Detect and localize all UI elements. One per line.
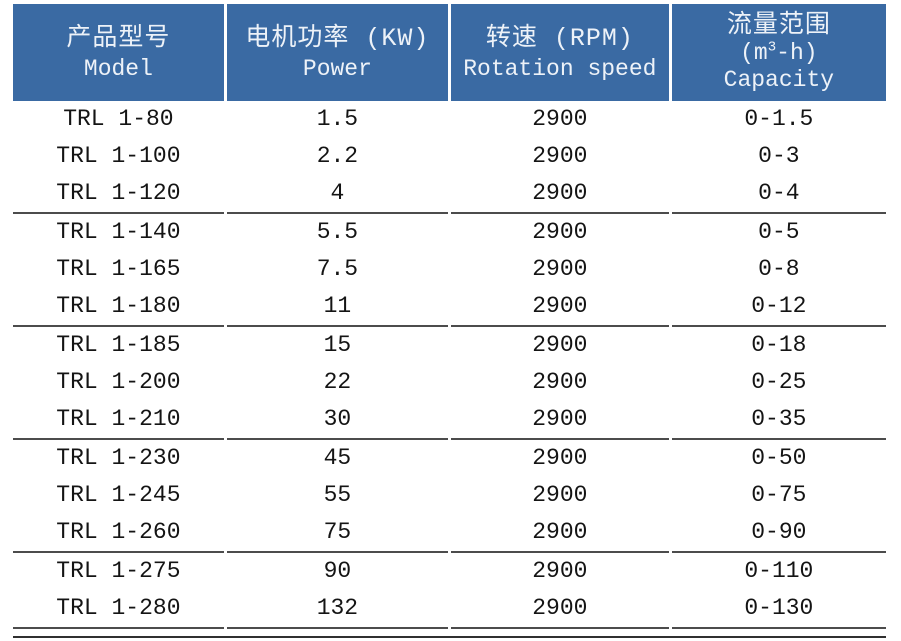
table-row: TRL 1-165 7.5 2900 0-8 [13, 251, 886, 288]
table-cell: 0-90 [671, 514, 886, 553]
table-cell: 2900 [450, 288, 669, 327]
header-rotation-en: Rotation speed [463, 55, 657, 82]
table-row: TRL 1-280 132 2900 0-130 [13, 590, 886, 629]
header-capacity-en: Capacity [723, 66, 835, 93]
table-row: TRL 1-180 11 2900 0-12 [13, 288, 886, 327]
table-row: TRL 1-275 90 2900 0-110 [13, 553, 886, 590]
table-cell: 2900 [532, 369, 588, 395]
table-cell: 2900 [532, 445, 588, 471]
table-cell: 2900 [532, 143, 588, 169]
table-cell: 55 [323, 482, 352, 508]
header-model: 产品型号 Model [13, 4, 224, 101]
table-cell: 2900 [450, 590, 669, 629]
header-power-zh: 电机功率 (KW) [245, 23, 430, 53]
table-row: TRL 1-185 15 2900 0-18 [13, 327, 886, 364]
table-cell: TRL 1-210 [13, 401, 224, 440]
table-cell: 5.5 [316, 219, 359, 245]
header-capacity-zh: 流量范围 [726, 10, 831, 40]
header-model-en: Model [83, 55, 153, 82]
table-cell: 0-130 [671, 590, 886, 629]
table-body: TRL 1-80 1.5 2900 0-1.5 TRL 1-100 2.2 2900 0-3 T… [13, 101, 886, 629]
header-row: 产品型号 Model 电机功率 (KW) Power 转速 (RPM) Rota… [13, 4, 886, 101]
table-row: TRL 1-210 30 2900 0-35 [13, 401, 886, 440]
table-cell: 132 [226, 590, 448, 629]
table-cell: 2900 [532, 219, 588, 245]
table-row: TRL 1-120 4 2900 0-4 [13, 175, 886, 214]
table-cell: 0-3 [758, 143, 800, 169]
table-cell: 0-5 [758, 219, 800, 245]
table-cell: TRL 1-200 [56, 369, 181, 395]
table-cell: 30 [226, 401, 448, 440]
table-cell: TRL 1-260 [13, 514, 224, 553]
table-cell: TRL 1-165 [56, 256, 181, 282]
table-header: 产品型号 Model 电机功率 (KW) Power 转速 (RPM) Rota… [13, 4, 886, 101]
table-cell: 22 [323, 369, 352, 395]
header-capacity: 流量范围 (m3-h) Capacity [671, 4, 886, 101]
table-cell: 2900 [532, 332, 588, 358]
table-cell: TRL 1-275 [56, 558, 181, 584]
table-cell: 2900 [450, 514, 669, 553]
table-cell: 0-12 [671, 288, 886, 327]
header-model-zh: 产品型号 [66, 23, 171, 53]
table-cell: 4 [226, 175, 448, 214]
table-cell: 2.2 [316, 143, 359, 169]
table-cell: 0-1.5 [744, 106, 814, 132]
table-cell: 0-8 [758, 256, 800, 282]
table-cell: 90 [323, 558, 352, 584]
bottom-double-rule [13, 629, 886, 638]
table-cell: 0-18 [751, 332, 807, 358]
table-row: TRL 1-260 75 2900 0-90 [13, 514, 886, 553]
table-cell: 11 [226, 288, 448, 327]
table-cell: 0-4 [671, 175, 886, 214]
header-power-en: Power [302, 55, 372, 82]
table-row: TRL 1-200 22 2900 0-25 [13, 364, 886, 401]
table-cell: TRL 1-100 [56, 143, 181, 169]
table-cell: 0-110 [744, 558, 814, 584]
table-cell: 2900 [532, 256, 588, 282]
header-rotation-zh: 转速 (RPM) [485, 23, 634, 53]
table-cell: TRL 1-180 [13, 288, 224, 327]
table-cell: 1.5 [316, 106, 359, 132]
table-cell: TRL 1-230 [56, 445, 181, 471]
table-row: TRL 1-140 5.5 2900 0-5 [13, 214, 886, 251]
table-cell: TRL 1-120 [13, 175, 224, 214]
table-cell: 0-25 [751, 369, 807, 395]
table-cell: 2900 [532, 482, 588, 508]
product-spec-table: 产品型号 Model 电机功率 (KW) Power 转速 (RPM) Rota… [10, 4, 889, 629]
table-cell: 2900 [532, 106, 588, 132]
table-cell: TRL 1-245 [56, 482, 181, 508]
table-cell: 2900 [450, 401, 669, 440]
table-cell: TRL 1-80 [63, 106, 174, 132]
table-cell: 0-75 [751, 482, 807, 508]
table-cell: 15 [323, 332, 352, 358]
table-cell: 45 [323, 445, 352, 471]
table-cell: TRL 1-185 [56, 332, 181, 358]
table-row: TRL 1-245 55 2900 0-75 [13, 477, 886, 514]
table-row: TRL 1-230 45 2900 0-50 [13, 440, 886, 477]
table-cell: TRL 1-280 [13, 590, 224, 629]
table-cell: 2900 [532, 558, 588, 584]
table-cell: 75 [226, 514, 448, 553]
header-rotation-speed: 转速 (RPM) Rotation speed [450, 4, 669, 101]
table-cell: 7.5 [316, 256, 359, 282]
table-cell: 0-35 [671, 401, 886, 440]
table-cell: 0-50 [751, 445, 807, 471]
table-row: TRL 1-100 2.2 2900 0-3 [13, 138, 886, 175]
table-row: TRL 1-80 1.5 2900 0-1.5 [13, 101, 886, 138]
table-cell: TRL 1-140 [56, 219, 181, 245]
header-power: 电机功率 (KW) Power [226, 4, 448, 101]
table-cell: 2900 [450, 175, 669, 214]
superscript-3: 3 [767, 38, 777, 55]
header-capacity-unit: (m3-h) [740, 38, 818, 66]
